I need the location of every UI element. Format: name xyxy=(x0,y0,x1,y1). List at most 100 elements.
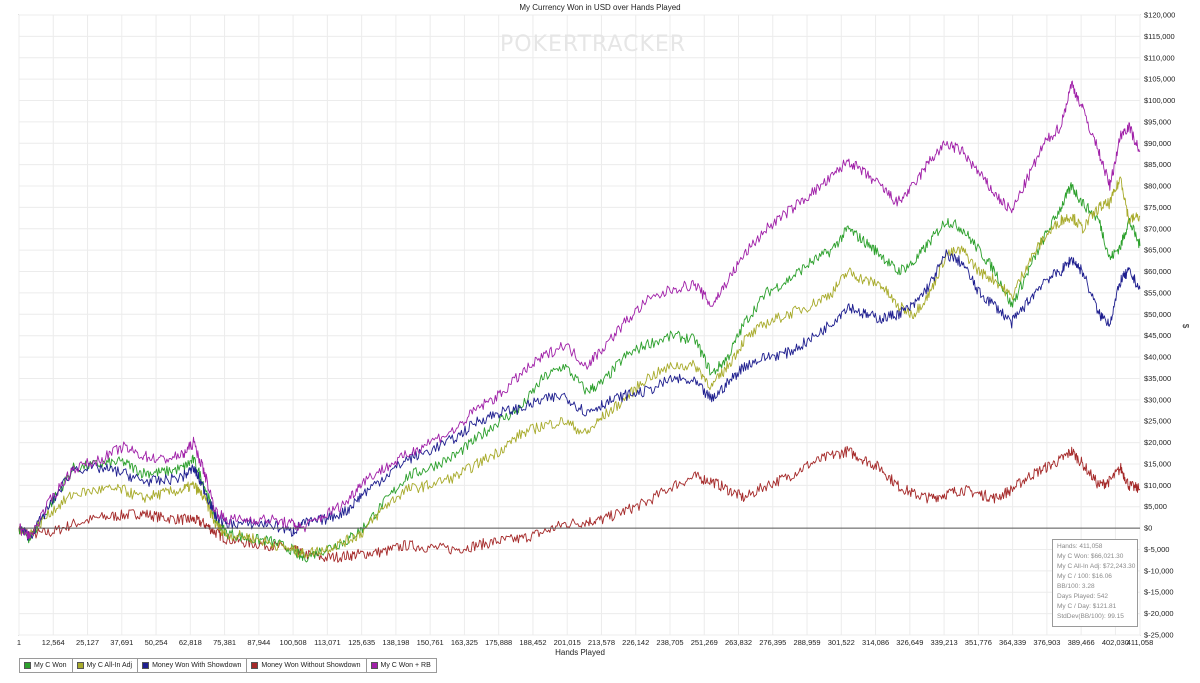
y-tick-label: $90,000 xyxy=(1144,139,1171,148)
x-tick-label: 288,959 xyxy=(793,638,820,647)
x-tick-label: 100,508 xyxy=(280,638,307,647)
x-tick-label: 339,213 xyxy=(931,638,958,647)
x-axis-label: Hands Played xyxy=(555,648,605,657)
x-tick-label: 389,466 xyxy=(1068,638,1095,647)
x-tick-label: 263,832 xyxy=(725,638,752,647)
x-tick-label: 201,015 xyxy=(554,638,581,647)
y-tick-label: $10,000 xyxy=(1144,481,1171,490)
legend-swatch xyxy=(142,662,150,669)
y-tick-label: $-5,000 xyxy=(1144,545,1169,554)
legend-item[interactable]: Money Won With Showdown xyxy=(137,658,248,673)
stat-won: My C Won: $66,021.30 xyxy=(1057,553,1124,560)
x-tick-label: 226,142 xyxy=(622,638,649,647)
y-tick-label: $-20,000 xyxy=(1144,609,1174,618)
y-tick-label: $55,000 xyxy=(1144,288,1171,297)
y-tick-label: $60,000 xyxy=(1144,267,1171,276)
x-tick-label: 376,903 xyxy=(1033,638,1060,647)
x-tick-label: 314,086 xyxy=(862,638,889,647)
x-tick-label: 25,127 xyxy=(76,638,99,647)
x-tick-label: 351,776 xyxy=(965,638,992,647)
y-tick-label: $80,000 xyxy=(1144,182,1171,191)
x-tick-label: 402,030 xyxy=(1102,638,1129,647)
series-line-money-won-without-showdown xyxy=(18,445,1141,563)
series-line-my-c-all-in-adj xyxy=(18,176,1141,559)
x-tick-label: 238,705 xyxy=(656,638,683,647)
y-ticks: $120,000 $115,000 $110,000 $105,000 $100,000… xyxy=(1144,11,1175,640)
legend-label: My C Won + RB xyxy=(380,662,431,669)
x-tick-label: 411,058 xyxy=(1127,638,1154,647)
y-tick-label: $50,000 xyxy=(1144,310,1171,319)
stat-days: Days Played: 542 xyxy=(1057,593,1108,600)
legend-item[interactable]: Money Won Without Showdown xyxy=(246,658,367,673)
x-tick-label: 1 xyxy=(17,638,21,647)
grid xyxy=(18,14,1141,636)
y-tick-label: $-10,000 xyxy=(1144,566,1174,575)
x-tick-label: 75,381 xyxy=(213,638,236,647)
legend-item[interactable]: My C Won xyxy=(19,658,73,673)
plot-border xyxy=(18,14,1141,636)
y-tick-label: $25,000 xyxy=(1144,417,1171,426)
x-tick-label: 213,578 xyxy=(588,638,615,647)
legend: My C Won My C All-In Adj Money Won With Sh… xyxy=(19,658,437,673)
stat-stddev: StdDev(BB/100): 99.15 xyxy=(1057,613,1124,620)
x-tick-label: 163,325 xyxy=(451,638,478,647)
y-tick-label: $105,000 xyxy=(1144,75,1175,84)
legend-swatch xyxy=(251,662,259,669)
y-tick-label: $15,000 xyxy=(1144,459,1171,468)
y-tick-label: $120,000 xyxy=(1144,11,1175,20)
chart-title: My Currency Won in USD over Hands Played xyxy=(519,3,681,12)
y-tick-label: $40,000 xyxy=(1144,353,1171,362)
y-tick-label: $65,000 xyxy=(1144,246,1171,255)
stats-box: Hands: 411,058 My C Won: $66,021.30 My C… xyxy=(1052,539,1138,627)
stat-bb100: BB/100: 3.28 xyxy=(1057,583,1095,590)
y-axis-label: $ xyxy=(1181,324,1190,329)
x-tick-label: 138,198 xyxy=(382,638,409,647)
stat-perday: My C / Day: $121.81 xyxy=(1057,603,1117,610)
legend-swatch xyxy=(76,662,84,669)
y-tick-label: $115,000 xyxy=(1144,32,1175,41)
stat-per100: My C / 100: $16.06 xyxy=(1057,573,1112,580)
x-ticks: 1 12,564 25,127 37,691 50,254 62,818 75,381 87,… xyxy=(17,638,1153,647)
series-lines xyxy=(18,80,1141,563)
x-tick-label: 50,254 xyxy=(145,638,168,647)
y-tick-label: $85,000 xyxy=(1144,160,1171,169)
y-tick-label: $35,000 xyxy=(1144,374,1171,383)
y-tick-label: $110,000 xyxy=(1144,53,1175,62)
x-tick-label: 301,522 xyxy=(828,638,855,647)
y-tick-label: $70,000 xyxy=(1144,224,1171,233)
legend-label: My C All-In Adj xyxy=(86,662,133,669)
legend-item[interactable]: My C All-In Adj xyxy=(71,658,139,673)
stat-hands: Hands: 411,058 xyxy=(1057,543,1103,550)
y-tick-label: $95,000 xyxy=(1144,117,1171,126)
pokertracker-watermark: POKERTRACKER xyxy=(500,32,686,57)
x-tick-label: 276,395 xyxy=(759,638,786,647)
x-tick-label: 188,452 xyxy=(519,638,546,647)
x-tick-label: 113,071 xyxy=(314,638,341,647)
legend-swatch xyxy=(24,662,31,669)
y-tick-label: $-15,000 xyxy=(1144,588,1174,597)
x-tick-label: 364,339 xyxy=(999,638,1026,647)
y-tick-label: $5,000 xyxy=(1144,502,1167,511)
x-tick-label: 150,761 xyxy=(417,638,444,647)
series-line-my-c-won-rb xyxy=(18,80,1141,540)
y-tick-label: $100,000 xyxy=(1144,96,1175,105)
x-tick-label: 175,888 xyxy=(485,638,512,647)
y-tick-label: $20,000 xyxy=(1144,438,1171,447)
series-line-money-won-with-showdown xyxy=(18,249,1141,541)
x-tick-label: 12,564 xyxy=(42,638,65,647)
y-tick-label: $-25,000 xyxy=(1144,631,1174,640)
x-tick-label: 37,691 xyxy=(110,638,133,647)
legend-swatch xyxy=(370,662,378,669)
y-tick-label: $45,000 xyxy=(1144,331,1171,340)
x-tick-label: 326,649 xyxy=(896,638,923,647)
x-tick-label: 87,944 xyxy=(247,638,270,647)
y-tick-label: $75,000 xyxy=(1144,203,1171,212)
y-tick-label: $0 xyxy=(1144,524,1152,533)
legend-label: Money Won With Showdown xyxy=(152,662,242,669)
x-tick-label: 251,269 xyxy=(691,638,718,647)
legend-item[interactable]: My C Won + RB xyxy=(365,658,437,673)
x-tick-label: 125,635 xyxy=(348,638,375,647)
legend-label: Money Won Without Showdown xyxy=(261,662,361,669)
stat-allin: My C All-In Adj: $72,243.30 xyxy=(1057,563,1136,570)
